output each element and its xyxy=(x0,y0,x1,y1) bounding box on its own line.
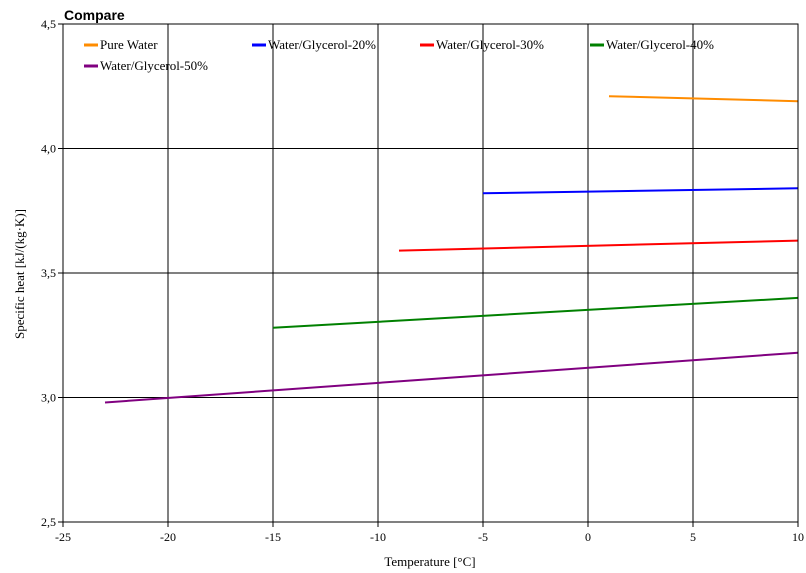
y-tick-label: 3,5 xyxy=(41,266,56,280)
series-line xyxy=(272,296,799,329)
x-tick-label: 0 xyxy=(585,530,591,544)
x-tick-label: -25 xyxy=(55,530,71,544)
x-tick-label: 10 xyxy=(792,530,804,544)
x-tick-label: 5 xyxy=(690,530,696,544)
legend-label: Water/Glycerol-30% xyxy=(436,37,544,52)
y-axis-label: Specific heat [kJ/(kg·K)] xyxy=(12,209,27,339)
legend-label: Pure Water xyxy=(100,37,158,52)
legend-label: Water/Glycerol-20% xyxy=(268,37,376,52)
y-tick-label: 4,0 xyxy=(41,142,56,156)
series-lines xyxy=(104,95,799,404)
y-tick-label: 2,5 xyxy=(41,515,56,529)
legend-label: Water/Glycerol-40% xyxy=(606,37,714,52)
legend: Pure Water Water/Glycerol-20% Water/Glycer… xyxy=(84,37,714,73)
x-axis-label: Temperature [°C] xyxy=(384,554,475,569)
x-tick-label: -10 xyxy=(370,530,386,544)
x-axis-ticks: -25 -20 -15 -10 -5 0 5 10 xyxy=(55,522,804,544)
chart-title: Compare xyxy=(64,7,125,23)
y-axis-ticks: 2,5 3,0 3,5 4,0 4,5 xyxy=(41,17,63,529)
y-tick-label: 3,0 xyxy=(41,391,56,405)
x-tick-label: -5 xyxy=(478,530,488,544)
x-tick-label: -15 xyxy=(265,530,281,544)
x-tick-label: -20 xyxy=(160,530,176,544)
y-tick-label: 4,5 xyxy=(41,17,56,31)
series-line xyxy=(398,239,799,252)
series-line xyxy=(482,187,799,195)
legend-label: Water/Glycerol-50% xyxy=(100,58,208,73)
series-line xyxy=(104,351,799,404)
series-line xyxy=(608,95,799,103)
